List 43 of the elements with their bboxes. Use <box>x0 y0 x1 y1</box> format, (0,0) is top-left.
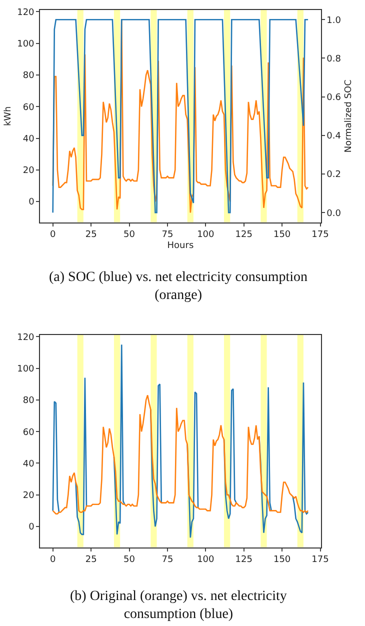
y-tick-label: 100 <box>17 40 35 50</box>
x-tick-label: 25 <box>85 230 97 240</box>
x-tick-label: 50 <box>124 555 136 566</box>
x-tick-label: 0 <box>50 555 56 566</box>
x-tick-label: 75 <box>162 230 174 240</box>
x-tick-label: 100 <box>197 555 215 566</box>
text: (a) SOC (blue) vs. net electricity consumption (orange) <box>49 270 308 304</box>
x-tick-label: 50 <box>124 230 136 240</box>
x-tick-label: 175 <box>312 230 329 240</box>
y-tick-label: 20 <box>22 491 35 502</box>
y-tick-label: 120 <box>17 332 35 343</box>
y2-tick-label: 0.0 <box>326 208 342 219</box>
x-tick-label: 0 <box>50 230 56 240</box>
line-series <box>52 394 309 515</box>
y-tick-label: 80 <box>22 71 35 82</box>
y2-axis-title: Normalized SOC <box>344 80 354 153</box>
y-tick-label: 60 <box>22 428 35 438</box>
y-tick-label: 60 <box>22 102 35 113</box>
y-tick-label: 100 <box>17 364 35 374</box>
y2-tick-label: 0.8 <box>326 54 342 64</box>
x-tick-label: 175 <box>312 555 329 566</box>
y-tick-label: 120 <box>17 8 35 18</box>
y2-tick-label: 0.4 <box>326 132 342 142</box>
x-tick-label: 125 <box>235 230 252 240</box>
y-axis-title: kWh <box>3 106 14 126</box>
y-tick-label: 40 <box>22 459 35 470</box>
line-series <box>52 18 309 214</box>
x-tick-label: 125 <box>235 555 252 566</box>
y2-tick-label: 0.2 <box>326 170 341 180</box>
x-axis-title: Hours <box>167 240 194 251</box>
x-tick-label: 150 <box>273 555 291 566</box>
y-tick-label: 40 <box>22 134 35 144</box>
y-tick-label: 80 <box>22 396 35 406</box>
x-tick-label: 75 <box>162 555 174 566</box>
y-tick-label: 0 <box>28 522 35 533</box>
text: (b) Original (orange) vs. net electricity consumption (blue) <box>70 589 287 622</box>
y2-tick-label: 1.0 <box>326 16 342 26</box>
y2-tick-label: 0.6 <box>326 92 342 103</box>
y-tick-label: 0 <box>28 198 35 208</box>
x-tick-label: 150 <box>273 230 291 240</box>
y-tick-label: 20 <box>22 166 35 176</box>
x-tick-label: 100 <box>197 230 215 240</box>
x-tick-label: 25 <box>85 555 97 566</box>
